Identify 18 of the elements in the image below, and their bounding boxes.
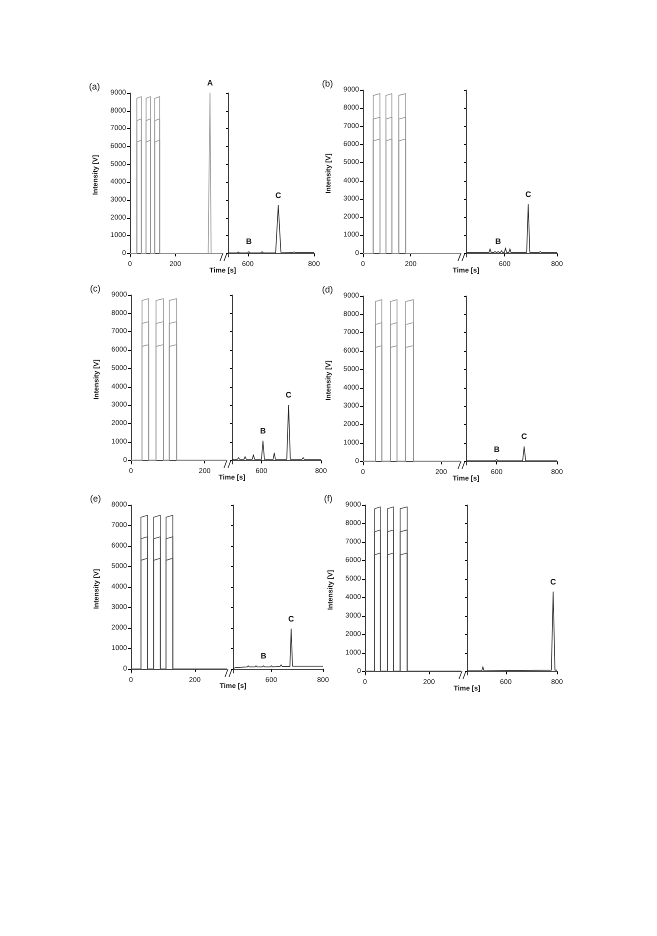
annotation: C [520,432,527,442]
chart-title: (e) [90,494,101,504]
chart-title: (d) [322,284,333,294]
annotation: C [550,577,556,586]
annotation: B [260,651,266,660]
annotation: B [245,237,252,246]
annotation: C [286,390,292,400]
chart-title: (a) [89,82,100,92]
annotation: C [524,190,531,199]
annotation: C [288,614,294,624]
annotation: B [260,426,266,436]
annotation: C [274,190,281,200]
annotation: B [493,444,500,454]
annotation: B [494,237,501,246]
chart-title: (b) [322,78,333,88]
chart-title: (c) [90,284,100,294]
annotation: A [207,78,214,88]
chart-title: (f) [324,494,332,504]
